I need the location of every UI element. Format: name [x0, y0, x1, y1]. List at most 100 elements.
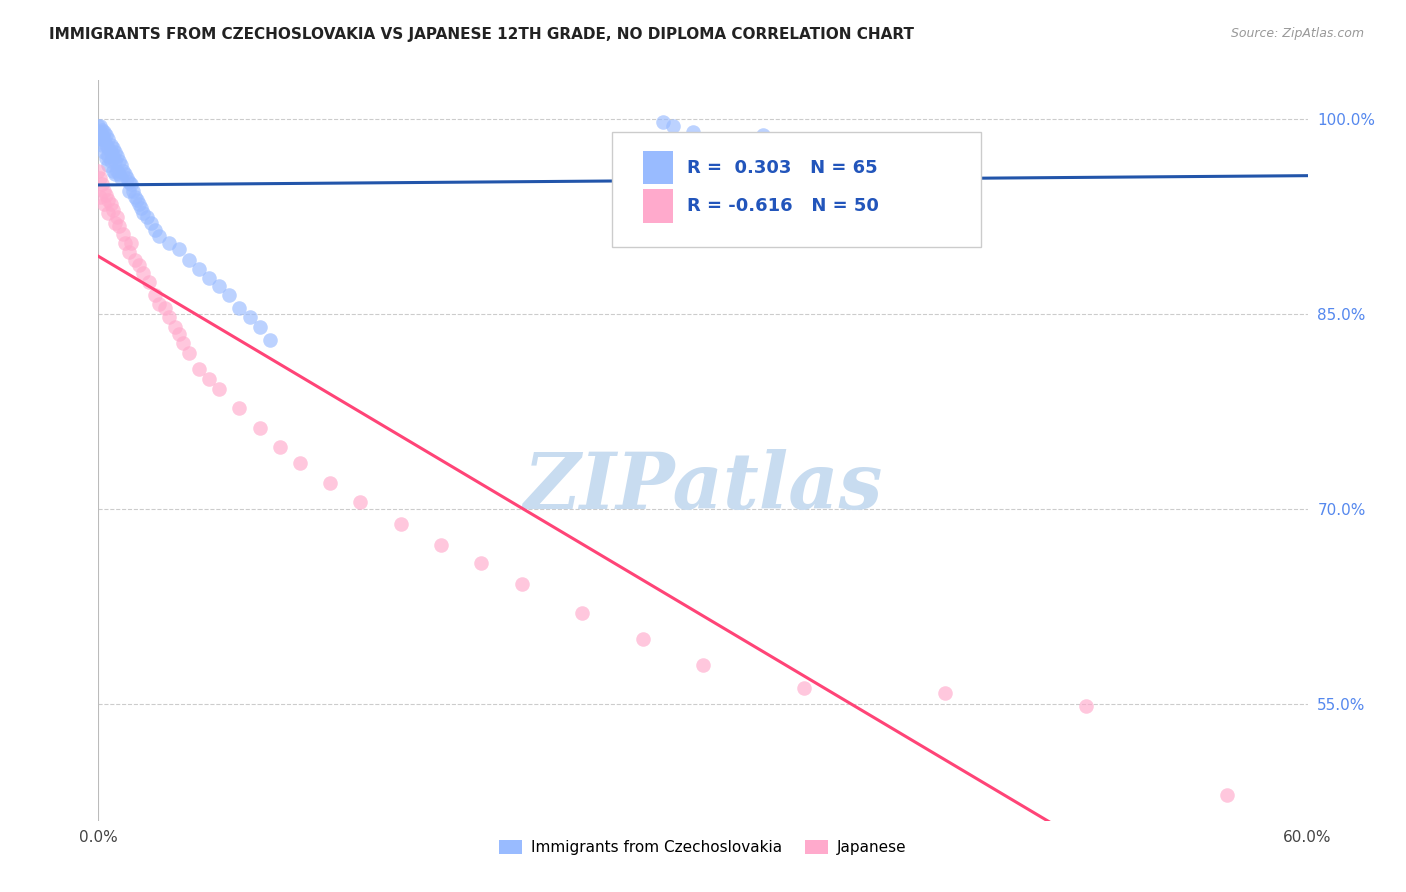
Point	[97, 148, 120, 162]
Point	[101, 141, 124, 155]
Point	[91, 177, 114, 191]
Point	[114, 167, 136, 181]
Point	[110, 170, 132, 185]
Point	[93, 132, 115, 146]
Point	[97, 193, 120, 207]
Point	[132, 266, 155, 280]
Point	[128, 258, 150, 272]
Point	[1074, 699, 1097, 714]
Point	[89, 119, 111, 133]
Point	[249, 320, 271, 334]
Point	[96, 128, 118, 142]
Point	[114, 235, 136, 250]
Point	[93, 196, 115, 211]
Point	[288, 457, 311, 471]
Point	[179, 252, 201, 267]
Point	[118, 175, 141, 189]
Point	[143, 222, 166, 236]
Point	[107, 219, 129, 233]
Point	[101, 164, 124, 178]
Point	[631, 632, 654, 646]
Point	[349, 495, 371, 509]
Point	[110, 158, 132, 172]
Point	[89, 190, 111, 204]
Point	[143, 287, 166, 301]
Point	[91, 122, 114, 136]
Point	[87, 164, 110, 178]
Point	[107, 167, 129, 181]
Point	[118, 244, 141, 259]
Text: ZIPatlas: ZIPatlas	[523, 450, 883, 525]
Point	[105, 210, 128, 224]
Point	[111, 227, 134, 241]
Point	[167, 326, 190, 341]
Point	[148, 296, 170, 310]
Point	[115, 170, 138, 185]
Point	[107, 153, 129, 168]
Point	[188, 361, 211, 376]
Point	[125, 193, 148, 207]
Point	[1216, 788, 1239, 802]
Point	[97, 141, 120, 155]
Point	[228, 401, 250, 415]
Point	[692, 657, 714, 672]
Point	[120, 177, 142, 191]
Point	[661, 119, 683, 133]
Text: R = -0.616   N = 50: R = -0.616 N = 50	[688, 197, 879, 215]
Point	[139, 216, 162, 230]
Point	[124, 252, 146, 267]
Text: R =  0.303   N = 65: R = 0.303 N = 65	[688, 159, 877, 177]
Point	[124, 190, 146, 204]
Point	[682, 125, 704, 139]
Point	[118, 184, 141, 198]
Point	[157, 310, 180, 324]
Point	[87, 119, 110, 133]
FancyBboxPatch shape	[613, 132, 981, 247]
Point	[571, 606, 593, 620]
Point	[89, 132, 111, 146]
Text: Source: ZipAtlas.com: Source: ZipAtlas.com	[1230, 27, 1364, 40]
Point	[103, 145, 125, 159]
Point	[198, 270, 221, 285]
Point	[93, 125, 115, 139]
Point	[218, 287, 240, 301]
Point	[100, 196, 122, 211]
Point	[89, 125, 111, 139]
Point	[208, 383, 231, 397]
Text: IMMIGRANTS FROM CZECHOSLOVAKIA VS JAPANESE 12TH GRADE, NO DIPLOMA CORRELATION CH: IMMIGRANTS FROM CZECHOSLOVAKIA VS JAPANE…	[49, 27, 914, 42]
Point	[172, 335, 194, 350]
Point	[103, 216, 125, 230]
Point	[651, 115, 673, 129]
Point	[153, 301, 176, 315]
Point	[157, 235, 180, 250]
Point	[91, 138, 114, 153]
Point	[803, 132, 825, 146]
Point	[100, 138, 122, 153]
Point	[93, 184, 115, 198]
Point	[934, 686, 956, 700]
Point	[135, 210, 157, 224]
Point	[259, 333, 281, 347]
Point	[148, 229, 170, 244]
Point	[89, 170, 111, 185]
Point	[319, 475, 342, 490]
Point	[430, 538, 453, 552]
Point	[96, 151, 118, 165]
Point	[97, 132, 120, 146]
Point	[91, 128, 114, 142]
Point	[111, 164, 134, 178]
Point	[128, 196, 150, 211]
Point	[96, 187, 118, 202]
FancyBboxPatch shape	[643, 189, 673, 223]
Point	[120, 235, 142, 250]
Point	[101, 203, 124, 218]
Point	[105, 164, 128, 178]
Point	[101, 148, 124, 162]
Point	[239, 310, 262, 324]
Point	[167, 242, 190, 256]
Point	[752, 128, 775, 142]
Point	[93, 145, 115, 159]
Point	[470, 557, 492, 571]
Legend: Immigrants from Czechoslovakia, Japanese: Immigrants from Czechoslovakia, Japanese	[494, 834, 912, 861]
Point	[103, 153, 125, 168]
